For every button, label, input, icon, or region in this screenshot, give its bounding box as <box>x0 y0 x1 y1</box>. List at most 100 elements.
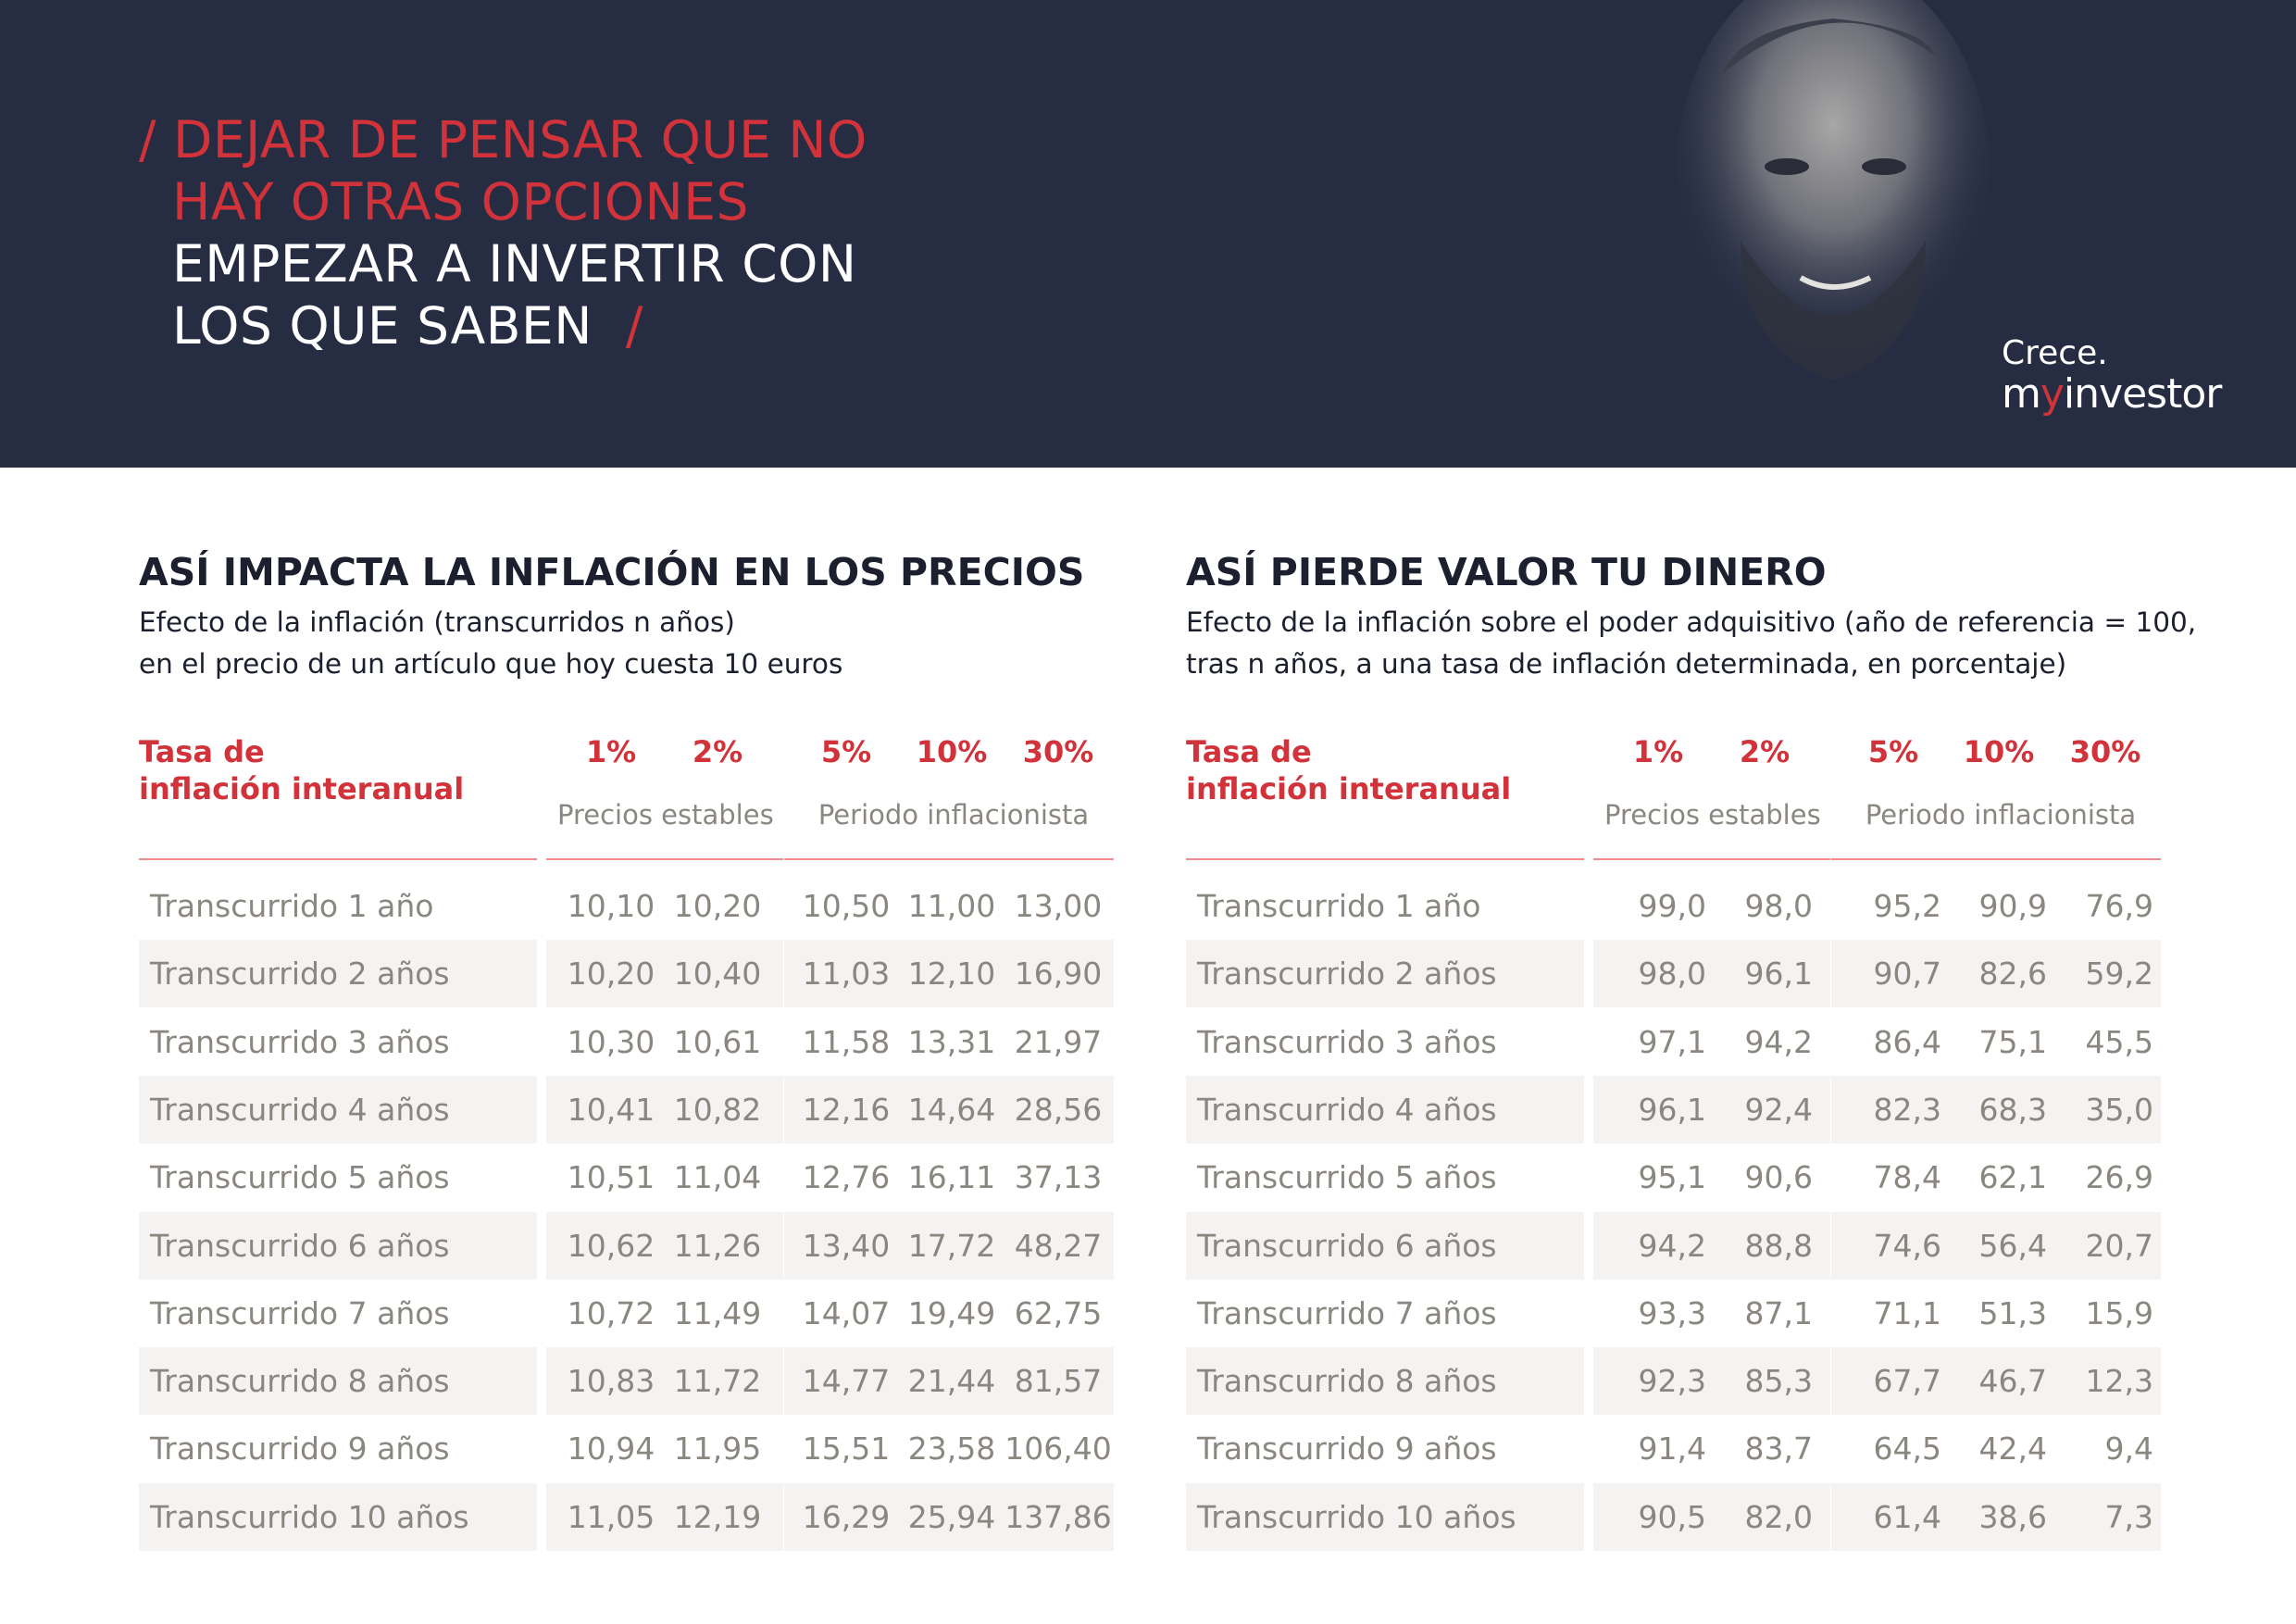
cell-value: 10,30 <box>567 1023 655 1060</box>
headline-text-4: LOS QUE SABEN <box>172 296 593 356</box>
cell-value: 11,49 <box>673 1294 762 1331</box>
subtitle-line-1: Efecto de la inflación (transcurridos n … <box>139 606 735 638</box>
row-stripe <box>1593 1211 1830 1280</box>
header-divider <box>1593 858 1830 860</box>
panel-subtitle: Efecto de la inflación sobre el poder ad… <box>1186 602 2196 685</box>
row-stripe <box>1186 1211 1584 1280</box>
cell-value: 98,0 <box>1744 888 1813 924</box>
cell-value: 14,07 <box>802 1294 891 1331</box>
cell-value: 56,4 <box>1978 1227 2047 1264</box>
row-stripe <box>139 940 537 1008</box>
cell-value: 17,72 <box>907 1227 996 1264</box>
brand-name-y: y <box>2040 370 2065 418</box>
cell-value: 35,0 <box>2085 1091 2153 1128</box>
row-label: Transcurrido 5 años <box>1197 1159 1497 1196</box>
cell-value: 95,2 <box>1873 888 1941 924</box>
prices-table: Tasa de inflación interanual 1% 2% 5% 10% 30% P… <box>139 733 1120 1551</box>
cell-value: 97,1 <box>1638 1023 1706 1060</box>
brand-name-investor: investor <box>2063 370 2222 418</box>
cell-value: 91,4 <box>1638 1430 1706 1468</box>
cell-value: 7,3 <box>2104 1498 2153 1535</box>
cell-value: 12,16 <box>802 1091 891 1128</box>
row-label: Transcurrido 6 años <box>1197 1227 1497 1264</box>
row-stripe <box>1186 1482 1584 1551</box>
cell-value: 26,9 <box>2085 1159 2153 1196</box>
cell-value: 67,7 <box>1873 1363 1941 1400</box>
header-line-1: Tasa de <box>1186 734 1312 769</box>
cell-value: 51,3 <box>1978 1294 2047 1331</box>
row-label: Transcurrido 10 años <box>1197 1498 1516 1535</box>
cell-value: 10,51 <box>567 1159 655 1196</box>
row-stripe <box>139 1482 537 1551</box>
header-divider <box>546 858 783 860</box>
rate-header: 5% <box>820 734 872 769</box>
row-label: Transcurrido 4 años <box>1197 1091 1497 1128</box>
header-line-1: Tasa de <box>139 734 265 769</box>
brand-name: myinvestor <box>2002 370 2222 418</box>
rate-header: 2% <box>692 734 743 769</box>
table-row: Transcurrido 5 años 95,1 90,6 78,4 62,1 26,9 <box>1186 1143 2167 1211</box>
row-label: Transcurrido 8 años <box>1197 1363 1497 1400</box>
cell-value: 96,1 <box>1638 1091 1706 1128</box>
cell-value: 81,57 <box>1014 1363 1103 1400</box>
cell-value: 94,2 <box>1638 1227 1706 1264</box>
brand-tagline: Crece. <box>2002 334 2108 372</box>
headline-slash-open: / <box>139 110 157 169</box>
table-row: Transcurrido 1 año 99,0 98,0 95,2 90,9 76,9 <box>1186 872 2167 940</box>
rate-header: 30% <box>2069 734 2141 769</box>
cell-value: 13,40 <box>802 1227 891 1264</box>
row-label: Transcurrido 1 año <box>150 888 434 924</box>
header-divider <box>784 858 1114 860</box>
cell-value: 9,4 <box>2104 1430 2153 1468</box>
rate-header: 10% <box>1963 734 2035 769</box>
cell-value: 11,05 <box>567 1498 655 1535</box>
row-label: Transcurrido 8 años <box>150 1363 450 1400</box>
panel-title: ASÍ IMPACTA LA INFLACIÓN EN LOS PRECIOS <box>139 550 1085 594</box>
cell-value: 94,2 <box>1744 1023 1813 1060</box>
table-row: Transcurrido 10 años 11,05 12,19 16,29 25,94… <box>139 1482 1120 1551</box>
row-stripe <box>784 1347 1114 1416</box>
table-row: Transcurrido 2 años 10,20 10,40 11,03 12,10 1… <box>139 940 1120 1008</box>
row-label: Transcurrido 9 años <box>1197 1430 1497 1468</box>
cell-value: 71,1 <box>1873 1294 1941 1331</box>
brand-logo: Crece. myinvestor <box>2002 334 2222 418</box>
cell-value: 42,4 <box>1978 1430 2047 1468</box>
cell-value: 85,3 <box>1744 1363 1813 1400</box>
headline-slash-close: / <box>625 296 643 356</box>
cell-value: 62,75 <box>1014 1294 1103 1331</box>
cell-value: 11,03 <box>802 956 891 993</box>
cell-value: 16,90 <box>1014 956 1103 993</box>
cell-value: 12,19 <box>673 1498 762 1535</box>
brand-name-m: m <box>2002 370 2041 418</box>
row-label: Transcurrido 9 años <box>150 1430 450 1468</box>
row-stripe <box>546 1347 783 1416</box>
headline-line-4: LOS QUE SABEN / <box>139 295 867 357</box>
row-label: Transcurrido 1 año <box>1197 888 1481 924</box>
cell-value: 61,4 <box>1873 1498 1941 1535</box>
row-stripe <box>546 940 783 1008</box>
group-inflationary-period: Periodo inflacionista <box>817 799 1090 831</box>
cell-value: 10,50 <box>802 888 891 924</box>
row-stripe <box>139 1211 537 1280</box>
cell-value: 74,6 <box>1873 1227 1941 1264</box>
table-row: Transcurrido 7 años 10,72 11,49 14,07 19,49 6… <box>139 1280 1120 1347</box>
cell-value: 16,11 <box>907 1159 996 1196</box>
header-divider <box>1186 858 1584 860</box>
value-loss-panel: ASÍ PIERDE VALOR TU DINERO Efecto de la … <box>1186 544 2196 1551</box>
table-row: Transcurrido 2 años 98,0 96,1 90,7 82,6 59,2 <box>1186 940 2167 1008</box>
cell-value: 10,61 <box>673 1023 762 1060</box>
cell-value: 11,04 <box>673 1159 762 1196</box>
row-stripe <box>546 1075 783 1143</box>
cell-value: 21,44 <box>907 1363 996 1400</box>
row-stripe <box>784 1211 1114 1280</box>
header-line-2: inflación interanual <box>139 771 465 806</box>
cell-value: 13,31 <box>907 1023 996 1060</box>
portrait-photo <box>1528 0 2175 468</box>
cell-value: 95,1 <box>1638 1159 1706 1196</box>
row-stripe <box>1593 1347 1830 1416</box>
row-stripe <box>784 1075 1114 1143</box>
cell-value: 82,6 <box>1978 956 2047 993</box>
row-stripe <box>1186 1075 1584 1143</box>
table-row: Transcurrido 6 años 10,62 11,26 13,40 17,72 4… <box>139 1211 1120 1280</box>
cell-value: 83,7 <box>1744 1430 1813 1468</box>
